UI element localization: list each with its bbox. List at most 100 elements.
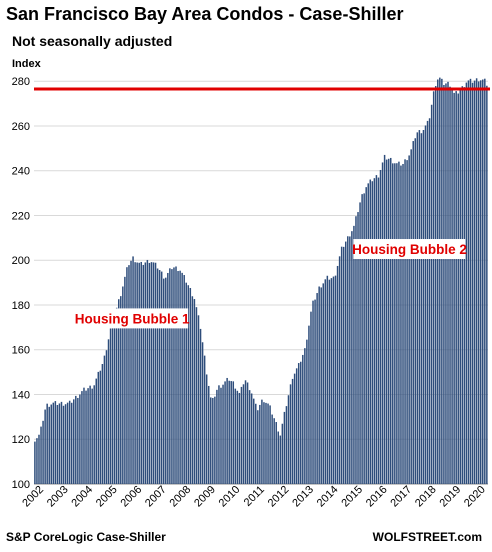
bar bbox=[430, 104, 433, 484]
bar bbox=[244, 380, 247, 484]
x-tick-label: 2012 bbox=[266, 484, 292, 510]
bar bbox=[169, 268, 171, 484]
bar bbox=[381, 162, 384, 484]
bar bbox=[428, 118, 431, 484]
bar bbox=[261, 399, 263, 484]
bar bbox=[146, 259, 149, 484]
bar bbox=[420, 133, 423, 484]
bar bbox=[304, 348, 306, 484]
bar bbox=[318, 286, 320, 484]
bar bbox=[171, 269, 173, 484]
bar bbox=[113, 316, 116, 484]
y-tick-label: 160 bbox=[12, 345, 30, 357]
bar bbox=[203, 355, 206, 484]
bar bbox=[263, 402, 265, 484]
x-tick-label: 2006 bbox=[118, 484, 144, 510]
bar bbox=[316, 293, 318, 484]
bar bbox=[461, 86, 464, 484]
bar bbox=[394, 163, 396, 484]
bar bbox=[105, 350, 108, 484]
source-note: S&P CoreLogic Case-Shiller bbox=[6, 530, 166, 544]
y-tick-label: 280 bbox=[12, 76, 30, 88]
y-tick-label: 220 bbox=[12, 210, 30, 222]
bar bbox=[418, 130, 421, 485]
bar bbox=[160, 271, 163, 484]
bar bbox=[385, 159, 388, 484]
bar bbox=[269, 405, 271, 484]
bar bbox=[136, 262, 138, 484]
bar bbox=[34, 441, 36, 484]
bar bbox=[252, 398, 255, 484]
bar bbox=[81, 391, 83, 484]
bar bbox=[375, 175, 378, 484]
bar bbox=[342, 246, 345, 484]
bar bbox=[101, 364, 104, 484]
bar bbox=[87, 388, 89, 484]
bar bbox=[238, 392, 241, 484]
bar bbox=[402, 163, 404, 485]
bar bbox=[222, 384, 224, 484]
bar bbox=[279, 435, 282, 484]
bar bbox=[416, 132, 419, 485]
bar bbox=[465, 82, 468, 484]
bar bbox=[285, 406, 288, 484]
bar bbox=[162, 278, 165, 484]
bar bbox=[373, 178, 376, 484]
bar bbox=[56, 405, 59, 484]
bar bbox=[265, 402, 267, 484]
bar bbox=[326, 275, 329, 484]
x-tick-label: 2018 bbox=[413, 484, 439, 510]
bar bbox=[40, 426, 42, 484]
bar bbox=[332, 276, 335, 484]
bar bbox=[142, 264, 145, 484]
bar bbox=[453, 92, 455, 485]
bar bbox=[422, 130, 425, 484]
x-tick-label: 2020 bbox=[462, 484, 488, 510]
bar bbox=[361, 194, 363, 484]
bar bbox=[289, 384, 292, 484]
bars bbox=[34, 77, 488, 485]
bar bbox=[38, 434, 40, 484]
bar bbox=[281, 423, 284, 484]
bar bbox=[363, 193, 365, 484]
bar bbox=[148, 262, 151, 484]
bar bbox=[118, 299, 120, 484]
x-tick-label: 2016 bbox=[364, 484, 390, 510]
bar bbox=[467, 80, 470, 484]
bar bbox=[156, 268, 159, 484]
bar bbox=[412, 141, 414, 485]
bar bbox=[426, 120, 429, 484]
bar bbox=[320, 287, 322, 484]
bar bbox=[463, 87, 466, 485]
bar bbox=[199, 328, 202, 484]
bar bbox=[359, 202, 361, 484]
bar bbox=[205, 374, 208, 484]
y-axis-label: Index bbox=[12, 58, 41, 70]
y-tick-label: 140 bbox=[12, 389, 30, 401]
gridlines bbox=[34, 80, 488, 485]
bar bbox=[111, 319, 114, 484]
bar bbox=[128, 265, 130, 484]
bar bbox=[310, 311, 312, 484]
bar bbox=[158, 270, 161, 484]
bar bbox=[291, 378, 294, 484]
bar bbox=[197, 315, 200, 484]
x-tick-label: 2007 bbox=[143, 484, 169, 510]
bar bbox=[486, 85, 488, 485]
bar bbox=[201, 342, 204, 484]
bar bbox=[379, 169, 382, 485]
bar bbox=[259, 404, 261, 484]
bar bbox=[302, 354, 304, 484]
bar bbox=[107, 339, 110, 484]
x-tick-label: 2005 bbox=[94, 484, 120, 510]
brand-label: WOLFSTREET.com bbox=[372, 530, 482, 544]
bar bbox=[242, 384, 245, 484]
bar bbox=[173, 267, 175, 484]
bar bbox=[230, 381, 232, 484]
bar bbox=[234, 388, 237, 484]
bar bbox=[150, 262, 153, 484]
bar bbox=[400, 165, 402, 484]
bar bbox=[126, 267, 128, 484]
bar bbox=[220, 387, 222, 484]
